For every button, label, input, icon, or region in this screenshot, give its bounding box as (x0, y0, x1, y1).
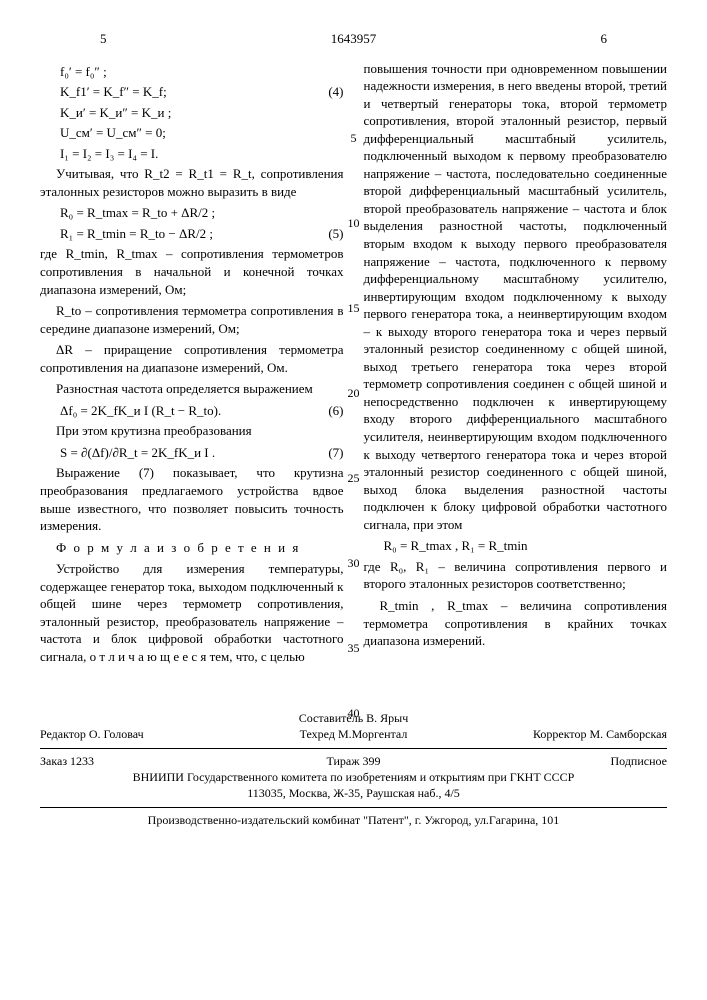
line-marker: 25 (344, 470, 364, 486)
page-number-right: 6 (438, 30, 667, 48)
subscription: Подписное (458, 753, 667, 769)
equation: K_и′ = K_и″ = K_и ; (60, 104, 344, 122)
corrector-label: Корректор (533, 727, 587, 741)
corrector-name: М. Самборская (589, 727, 667, 741)
publisher-address: 113035, Москва, Ж-35, Раушская наб., 4/5 (40, 785, 667, 801)
equation: R₀ = R_tmax = R_to + ΔR/2 ; (60, 204, 344, 222)
equation: f₀′ = f₀″ ; (60, 63, 344, 81)
equation: I₁ = I₂ = I₃ = I₄ = I. (60, 145, 344, 163)
editor-label: Редактор (40, 727, 86, 741)
line-marker: 35 (344, 640, 364, 656)
paragraph: ΔR – приращение сопротивления термометра… (40, 341, 344, 376)
line-marker: 5 (344, 130, 364, 146)
page-number-left: 5 (40, 30, 269, 48)
paragraph: где R_tmin, R_tmax – сопротивления термо… (40, 245, 344, 298)
paragraph: При этом крутизна преобразования (40, 422, 344, 440)
circulation: Тираж 399 (249, 753, 458, 769)
claims-title: Ф о р м у л а и з о б р е т е н и я (40, 539, 344, 557)
equation: R₁ = R_tmin = R_to − ΔR/2 ;(5) (60, 225, 344, 243)
line-marker: 20 (344, 385, 364, 401)
publisher-org: ВНИИПИ Государственного комитета по изоб… (40, 769, 667, 785)
page-header: 5 1643957 6 (40, 30, 667, 48)
line-marker: 10 (344, 215, 364, 231)
equation: S = ∂(Δf)/∂R_t = 2K_fK_и I .(7) (60, 444, 344, 462)
production-plant: Производственно-издательский комбинат "П… (40, 807, 667, 828)
paragraph: Разностная частота определяется выражени… (40, 380, 344, 398)
equation: K_f1′ = K_f″ = K_f;(4) (60, 83, 344, 101)
paragraph: R_tmin , R_tmax – величина сопротивления… (364, 597, 668, 650)
right-column: повышения точности при одновременном пов… (364, 60, 668, 670)
equation: Δf₀ = 2K_fK_и I (R_t − R_to).(6) (60, 402, 344, 420)
document-number: 1643957 (269, 30, 438, 48)
paragraph: Учитывая, что R_t2 = R_t1 = R_t, сопроти… (40, 165, 344, 200)
paragraph: R_to – сопротивления термометра сопротив… (40, 302, 344, 337)
editor-name: О. Головач (89, 727, 144, 741)
left-column: f₀′ = f₀″ ; K_f1′ = K_f″ = K_f;(4) K_и′ … (40, 60, 344, 670)
paragraph: Устройство для измерения температуры, со… (40, 560, 344, 665)
compiler-name: В. Ярыч (366, 711, 408, 725)
paragraph: где R₀, R₁ – величина сопротивления перв… (364, 558, 668, 593)
techred-label: Техред (300, 727, 335, 741)
equation: U_см′ = U_см″ = 0; (60, 124, 344, 142)
text-columns: 5 10 15 20 25 30 35 40 f₀′ = f₀″ ; K_f1′… (40, 60, 667, 670)
line-marker: 40 (344, 705, 364, 721)
order-number: Заказ 1233 (40, 753, 249, 769)
techred-name: М.Моргентал (338, 727, 407, 741)
line-marker: 15 (344, 300, 364, 316)
equation: R₀ = R_tmax , R₁ = R_tmin (384, 537, 668, 555)
paragraph: повышения точности при одновременном пов… (364, 60, 668, 534)
paragraph: Выражение (7) показывает, что крутизна п… (40, 464, 344, 534)
line-marker: 30 (344, 555, 364, 571)
imprint-footer: Составитель В. Ярыч Редактор О. Головач … (40, 710, 667, 829)
